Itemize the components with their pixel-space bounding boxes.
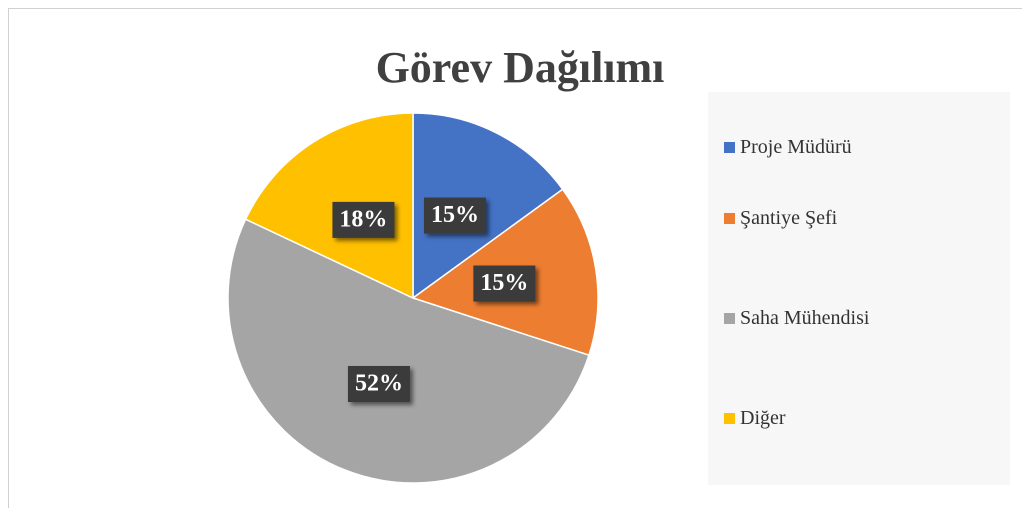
data-label: 18% (339, 206, 387, 232)
legend-label: Saha Mühendisi (740, 307, 870, 329)
legend-entry: Saha Mühendisi (724, 306, 880, 330)
data-label-box (473, 265, 536, 302)
legend-swatch (724, 213, 735, 224)
legend-entry: Proje Müdürü (724, 135, 880, 159)
data-label-box (423, 197, 486, 234)
legend-swatch (724, 142, 735, 153)
legend-entry: Şantiye Şefi (724, 206, 880, 230)
chart-border (8, 8, 1022, 508)
legend: Proje Müdürü Şantiye Şefi Saha Mühendisi Di… (708, 92, 1010, 485)
legend-label: Diğer (740, 407, 786, 429)
legend-entry: Diğer (724, 406, 880, 430)
chart-title: Görev Dağılımı (376, 43, 665, 92)
legend-swatch (724, 313, 735, 324)
pie-slice (227, 218, 590, 484)
legend-label: Şantiye Şefi (740, 207, 838, 229)
legend-label: Proje Müdürü (740, 136, 852, 158)
data-label: 15% (431, 202, 479, 228)
data-label-box (332, 201, 395, 238)
legend-swatch (724, 413, 735, 424)
data-label: 52% (355, 371, 403, 397)
pie-slice (412, 112, 564, 300)
pie-slice (244, 112, 414, 300)
data-label-box (347, 366, 410, 403)
data-label: 15% (480, 270, 528, 296)
